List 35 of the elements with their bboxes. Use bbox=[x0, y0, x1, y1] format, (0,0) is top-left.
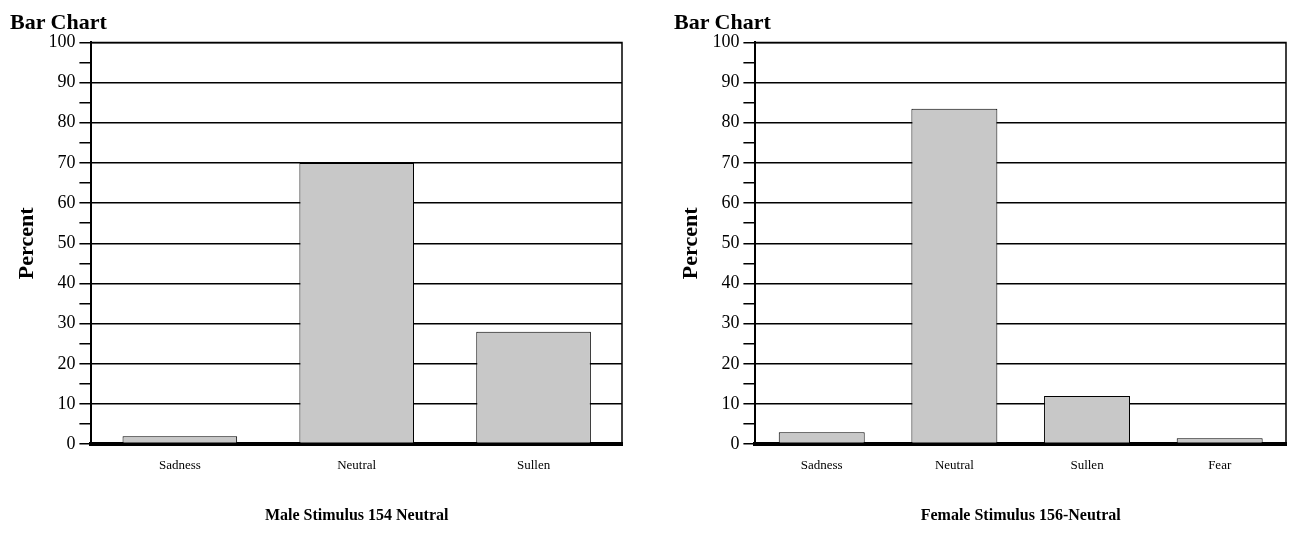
y-tick-label: 70 bbox=[57, 151, 76, 172]
y-tick-label: 0 bbox=[730, 432, 740, 453]
y-tick-label: 30 bbox=[57, 312, 76, 333]
y-tick-label: 90 bbox=[721, 71, 740, 92]
y-tick-label: 100 bbox=[712, 31, 740, 52]
y-tick-label: 20 bbox=[57, 352, 76, 373]
x-tick-label: Sullen bbox=[516, 457, 551, 473]
x-tick-label: Neutral bbox=[337, 457, 377, 473]
y-tick-label: 90 bbox=[57, 71, 76, 92]
y-tick-label: 80 bbox=[57, 111, 76, 132]
y-tick-label: 60 bbox=[721, 191, 740, 212]
y-tick-label: 100 bbox=[48, 31, 76, 52]
y-tick-label: 70 bbox=[721, 151, 740, 172]
y-tick-label: 40 bbox=[57, 272, 76, 293]
x-axis-title: Female Stimulus 156-Neutral bbox=[920, 505, 1122, 523]
y-tick-label: 60 bbox=[57, 191, 76, 212]
x-axis-title: Male Stimulus 154 Neutral bbox=[264, 505, 450, 523]
chart-title: Bar Chart bbox=[674, 8, 772, 34]
y-tick-label: 50 bbox=[57, 232, 76, 253]
y-axis-title: Percent bbox=[12, 206, 38, 280]
y-tick-label: 10 bbox=[57, 392, 76, 413]
chart-title: Bar Chart bbox=[10, 8, 108, 34]
y-tick-label: 20 bbox=[721, 352, 740, 373]
y-tick-label: 40 bbox=[721, 272, 740, 293]
x-tick-label: Fear bbox=[1208, 457, 1232, 473]
x-tick-label: Sadness bbox=[158, 457, 201, 473]
x-tick-label: Sadness bbox=[800, 457, 843, 473]
y-tick-label: 80 bbox=[721, 111, 740, 132]
y-axis-title: Percent bbox=[676, 206, 702, 280]
x-tick-label: Neutral bbox=[934, 457, 975, 473]
y-tick-label: 50 bbox=[721, 232, 740, 253]
y-tick-label: 10 bbox=[721, 392, 740, 413]
y-tick-label: 0 bbox=[66, 432, 76, 453]
x-tick-label: Sullen bbox=[1070, 457, 1105, 473]
y-tick-label: 30 bbox=[721, 312, 740, 333]
